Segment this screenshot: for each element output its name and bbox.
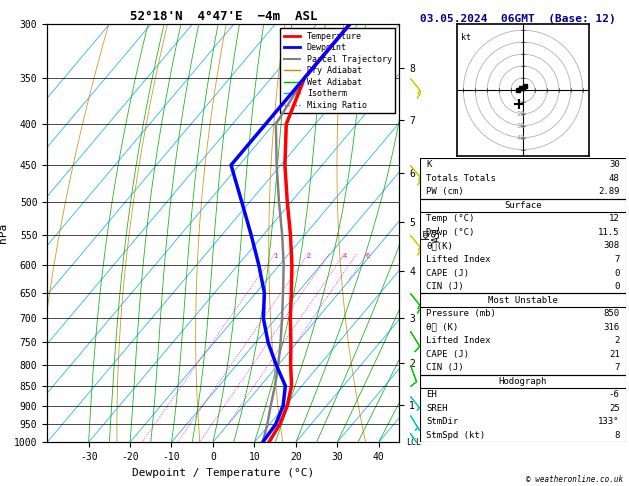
Text: StmSpd (kt): StmSpd (kt)	[426, 431, 486, 440]
Text: kt: kt	[461, 33, 471, 42]
Title: 52°18'N  4°47'E  −4m  ASL: 52°18'N 4°47'E −4m ASL	[130, 10, 317, 23]
Text: 2: 2	[307, 253, 311, 259]
Text: 03.05.2024  06GMT  (Base: 12): 03.05.2024 06GMT (Base: 12)	[420, 14, 616, 24]
Text: 2: 2	[615, 336, 620, 345]
Text: K: K	[426, 160, 431, 169]
Text: PW (cm): PW (cm)	[426, 187, 464, 196]
Text: CAPE (J): CAPE (J)	[426, 269, 469, 278]
Text: Lifted Index: Lifted Index	[426, 336, 491, 345]
Text: Most Unstable: Most Unstable	[488, 295, 558, 305]
Text: 11.5: 11.5	[598, 228, 620, 237]
Text: 316: 316	[604, 323, 620, 331]
Text: 6: 6	[365, 253, 369, 259]
Text: EH: EH	[426, 390, 437, 399]
Text: Lifted Index: Lifted Index	[426, 255, 491, 264]
Text: -6: -6	[609, 390, 620, 399]
Text: 8: 8	[615, 431, 620, 440]
Text: 30: 30	[516, 123, 525, 129]
Text: θᴇ (K): θᴇ (K)	[426, 323, 459, 331]
Text: © weatheronline.co.uk: © weatheronline.co.uk	[526, 474, 623, 484]
Text: 40: 40	[516, 135, 525, 141]
Text: 7: 7	[615, 255, 620, 264]
Text: Dewp (°C): Dewp (°C)	[426, 228, 475, 237]
Text: StmDir: StmDir	[426, 417, 459, 426]
Text: LCL: LCL	[406, 438, 421, 447]
Text: Surface: Surface	[504, 201, 542, 210]
Text: 12: 12	[609, 214, 620, 224]
Text: 21: 21	[609, 350, 620, 359]
X-axis label: Dewpoint / Temperature (°C): Dewpoint / Temperature (°C)	[132, 468, 314, 478]
Text: 850: 850	[604, 309, 620, 318]
Text: Totals Totals: Totals Totals	[426, 174, 496, 183]
Text: 48: 48	[609, 174, 620, 183]
Text: 2.89: 2.89	[598, 187, 620, 196]
Text: 4: 4	[343, 253, 347, 259]
Text: 25: 25	[609, 404, 620, 413]
Y-axis label: hPa: hPa	[0, 223, 8, 243]
Text: CIN (J): CIN (J)	[426, 364, 464, 372]
Text: θᴇ(K): θᴇ(K)	[426, 242, 454, 250]
Text: 0: 0	[615, 282, 620, 291]
Text: Pressure (mb): Pressure (mb)	[426, 309, 496, 318]
Text: 7: 7	[615, 364, 620, 372]
Text: 1: 1	[273, 253, 277, 259]
Text: 0: 0	[615, 269, 620, 278]
Text: CAPE (J): CAPE (J)	[426, 350, 469, 359]
Text: Temp (°C): Temp (°C)	[426, 214, 475, 224]
Text: CIN (J): CIN (J)	[426, 282, 464, 291]
Text: SREH: SREH	[426, 404, 448, 413]
Text: 308: 308	[604, 242, 620, 250]
Text: 20: 20	[516, 111, 525, 117]
Y-axis label: km
ASL: km ASL	[421, 225, 442, 242]
Legend: Temperature, Dewpoint, Parcel Trajectory, Dry Adiabat, Wet Adiabat, Isotherm, Mi: Temperature, Dewpoint, Parcel Trajectory…	[281, 29, 395, 113]
Text: 133°: 133°	[598, 417, 620, 426]
Text: 30: 30	[609, 160, 620, 169]
Text: Hodograph: Hodograph	[499, 377, 547, 386]
